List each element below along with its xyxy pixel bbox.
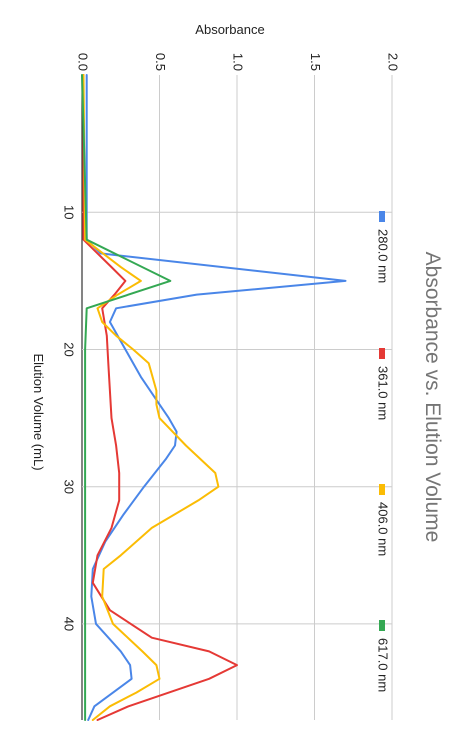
- y-tick-label: 1.0: [231, 53, 246, 71]
- y-tick-label: 2.0: [386, 53, 401, 71]
- x-tick-label: 10: [62, 205, 77, 219]
- legend-swatch-406-0-nmnm: [379, 484, 385, 495]
- x-tick-label: 40: [62, 617, 77, 631]
- x-tick-label: 30: [62, 479, 77, 493]
- y-tick-label: 0.5: [153, 53, 168, 71]
- series-lines: [81, 74, 347, 721]
- legend-label: 406.0 nm: [376, 502, 391, 556]
- series-line-280-0-nmnm: [85, 74, 347, 721]
- legend-swatch-361-0-nmnm: [379, 348, 385, 359]
- y-axis-title: Absorbance: [195, 22, 264, 37]
- grid: [81, 75, 393, 720]
- series-line-361-0-nmnm: [82, 74, 238, 721]
- chart-title: Absorbance vs. Elution Volume: [421, 252, 444, 543]
- legend: 280.0 nm 361.0 nm 406.0 nm 617.0 nm: [376, 211, 391, 692]
- legend-swatch-617-0-nmnm: [379, 620, 385, 631]
- legend-label: 617.0 nm: [376, 638, 391, 692]
- x-axis-title: Elution Volume (mL): [31, 353, 46, 470]
- x-tick-label: 20: [62, 342, 77, 356]
- legend-label: 361.0 nm: [376, 366, 391, 420]
- y-tick-label: 0.0: [76, 53, 91, 71]
- y-tick-label: 1.5: [308, 53, 323, 71]
- legend-swatch-280-0-nmnm: [379, 211, 385, 222]
- series-line-617-0-nmnm: [81, 74, 172, 721]
- legend-label: 280.0 nm: [376, 229, 391, 283]
- axes: 0.0 0.5 1.0 1.5 2.0 10 20 30 40: [62, 53, 401, 631]
